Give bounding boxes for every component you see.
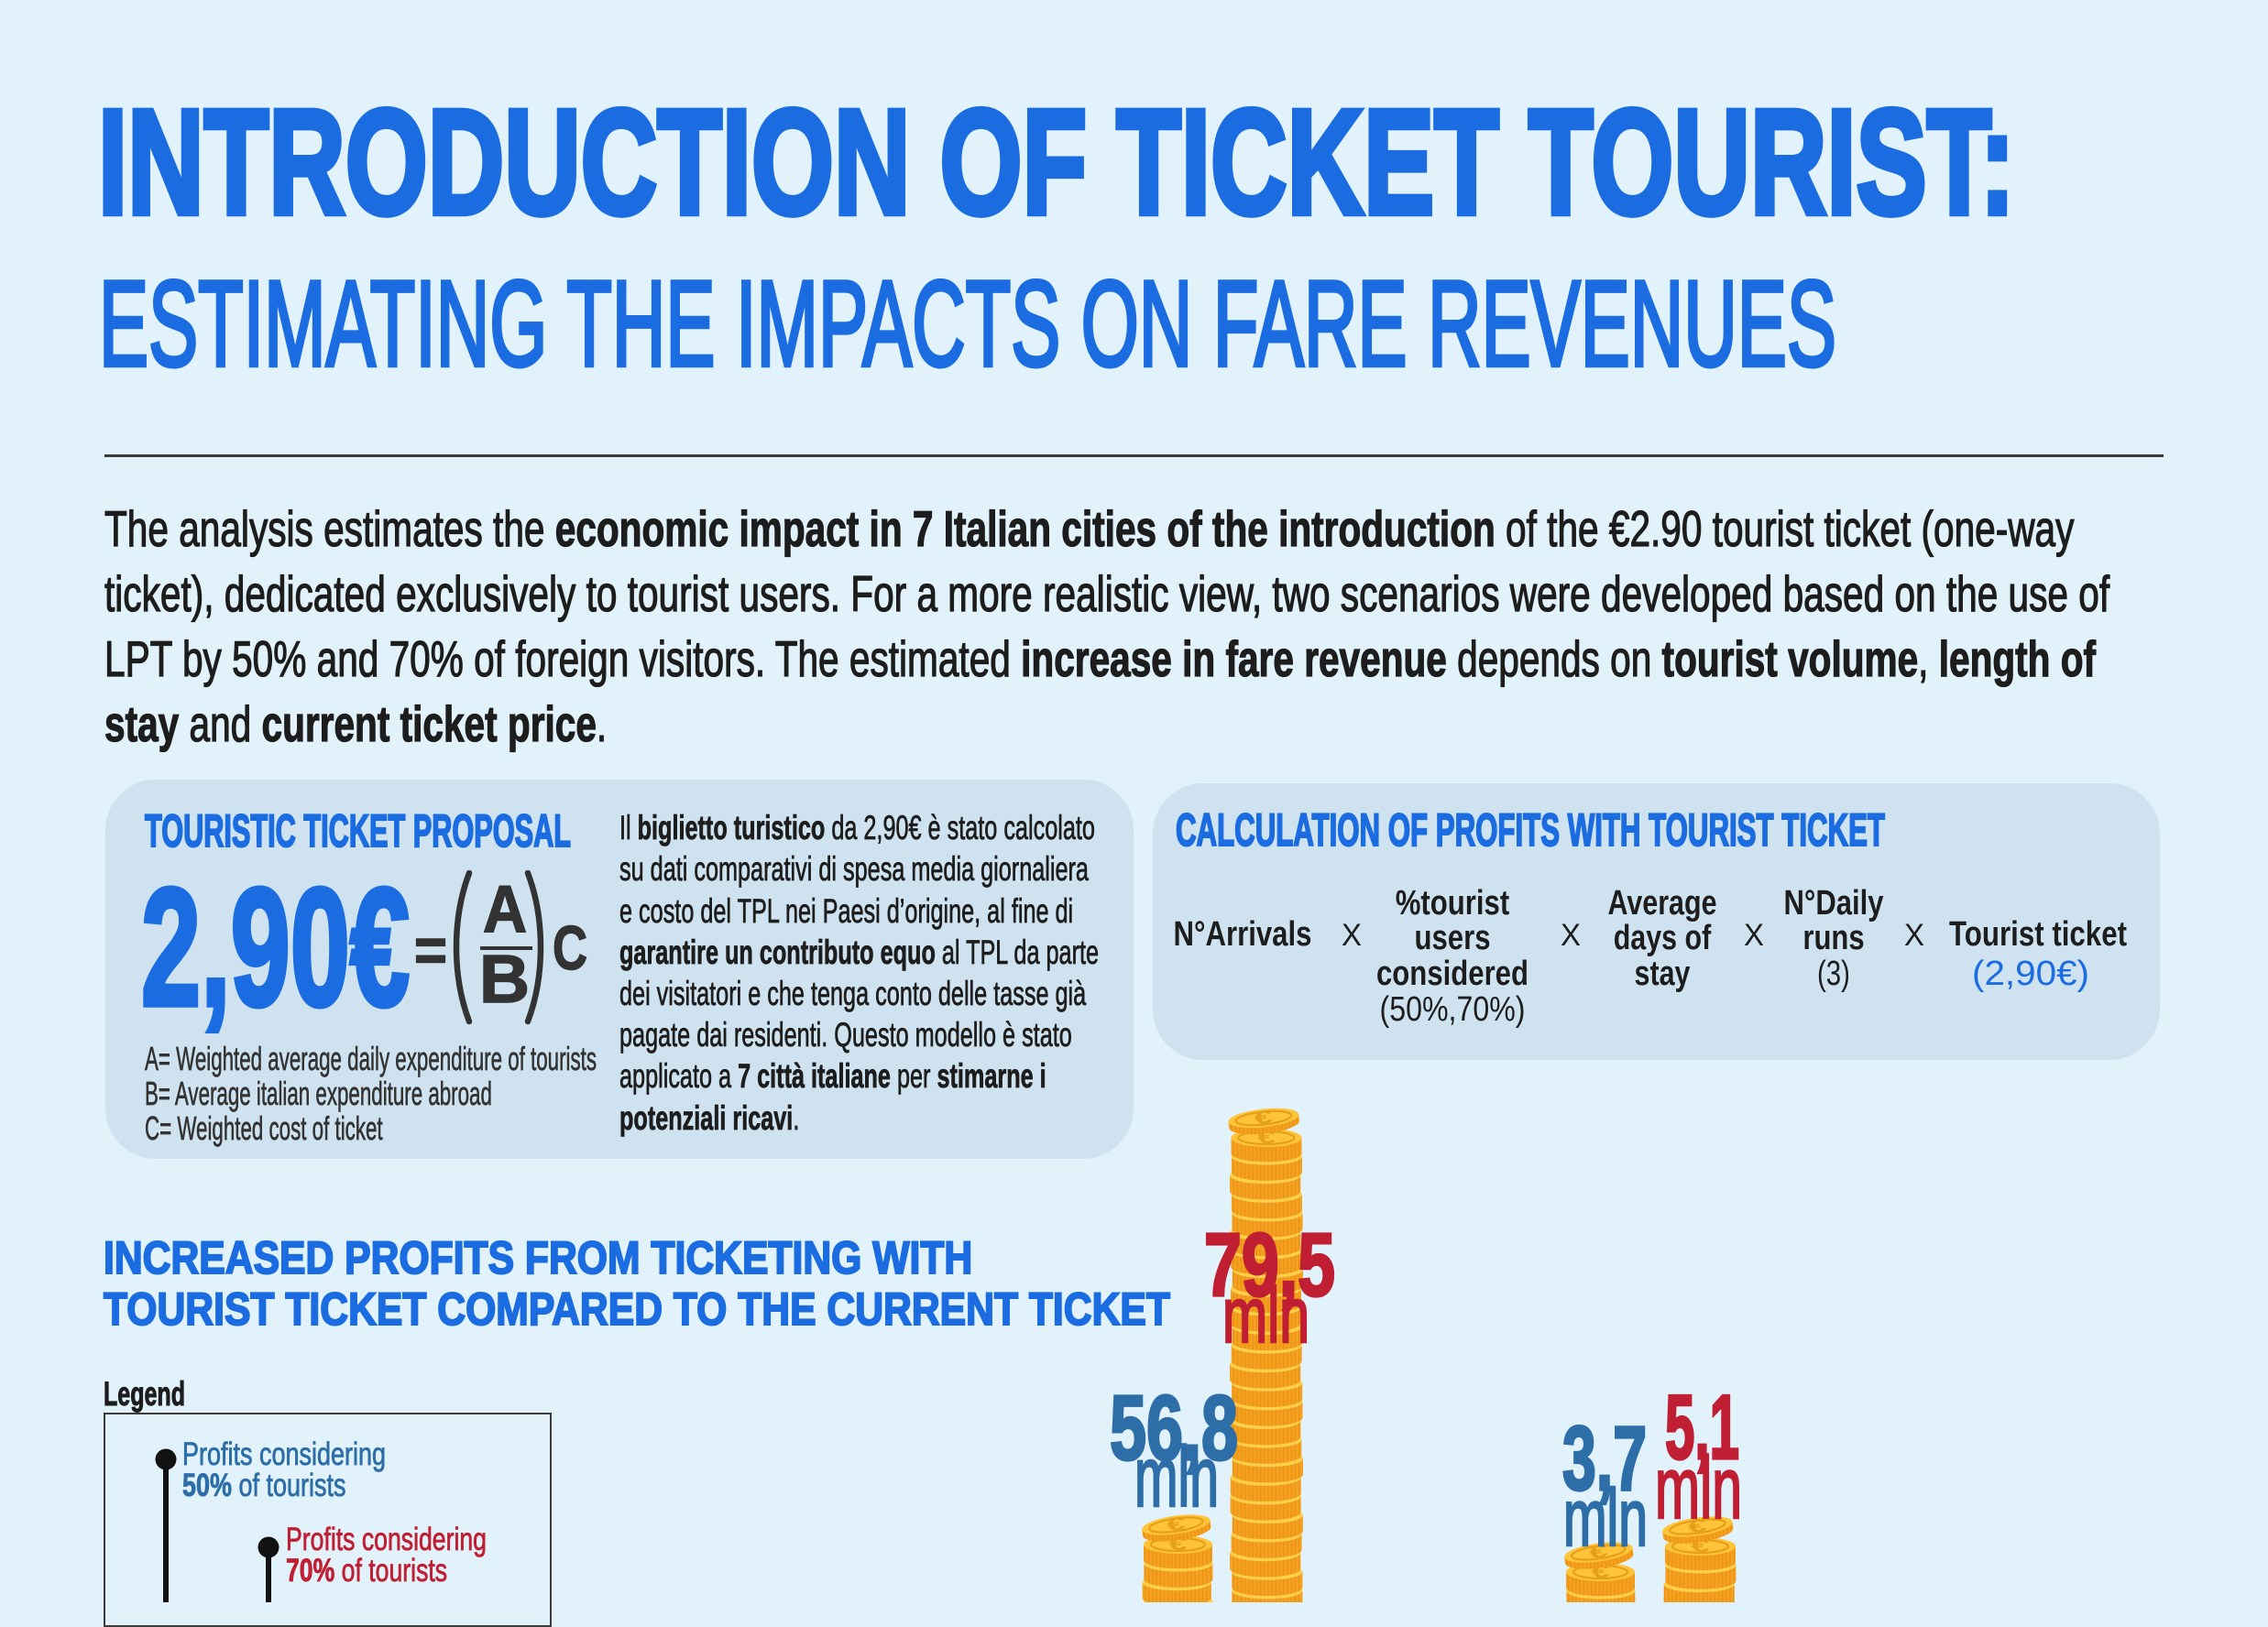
svg-text:€: €: [1254, 1107, 1274, 1129]
svg-text:€: €: [1588, 1541, 1609, 1563]
svg-text:€: €: [1166, 1513, 1187, 1535]
svg-text:€: €: [1687, 1515, 1708, 1537]
